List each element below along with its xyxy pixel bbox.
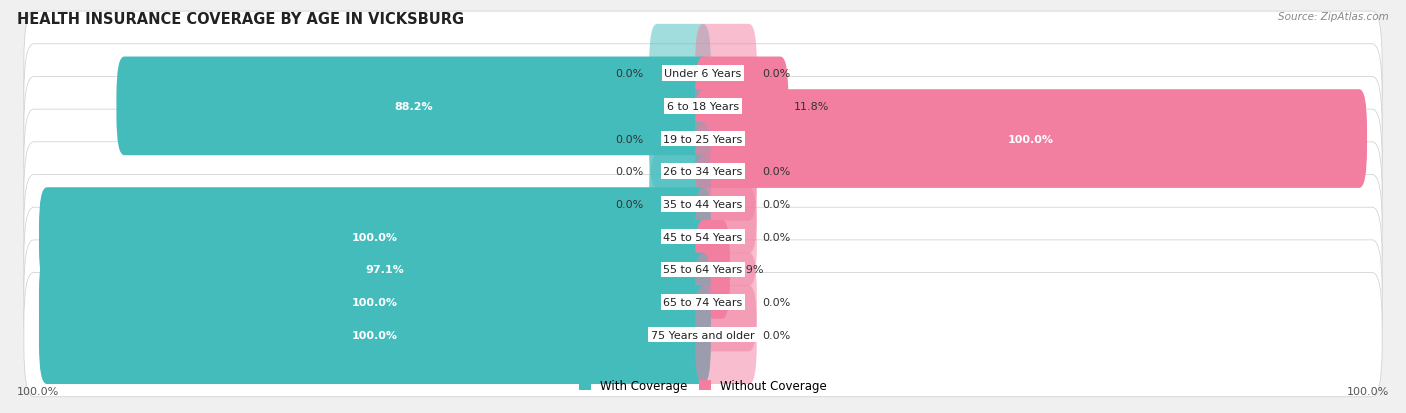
FancyBboxPatch shape — [650, 123, 711, 221]
FancyBboxPatch shape — [24, 175, 1382, 299]
Text: 0.0%: 0.0% — [616, 134, 644, 144]
Text: 26 to 34 Years: 26 to 34 Years — [664, 167, 742, 177]
FancyBboxPatch shape — [117, 57, 711, 156]
Text: 100.0%: 100.0% — [352, 232, 398, 242]
Text: 0.0%: 0.0% — [762, 232, 790, 242]
Legend: With Coverage, Without Coverage: With Coverage, Without Coverage — [574, 375, 832, 397]
FancyBboxPatch shape — [24, 273, 1382, 397]
Text: 35 to 44 Years: 35 to 44 Years — [664, 199, 742, 209]
FancyBboxPatch shape — [650, 155, 711, 254]
Text: 0.0%: 0.0% — [616, 167, 644, 177]
FancyBboxPatch shape — [24, 142, 1382, 266]
Text: 75 Years and older: 75 Years and older — [651, 330, 755, 340]
Text: 19 to 25 Years: 19 to 25 Years — [664, 134, 742, 144]
FancyBboxPatch shape — [695, 25, 756, 123]
Text: 0.0%: 0.0% — [762, 199, 790, 209]
Text: 0.0%: 0.0% — [616, 199, 644, 209]
FancyBboxPatch shape — [695, 286, 756, 384]
FancyBboxPatch shape — [695, 90, 1367, 188]
FancyBboxPatch shape — [24, 77, 1382, 201]
Text: 88.2%: 88.2% — [394, 102, 433, 112]
FancyBboxPatch shape — [650, 90, 711, 188]
Text: Under 6 Years: Under 6 Years — [665, 69, 741, 79]
FancyBboxPatch shape — [24, 110, 1382, 234]
FancyBboxPatch shape — [24, 45, 1382, 169]
FancyBboxPatch shape — [24, 12, 1382, 136]
Text: 0.0%: 0.0% — [616, 69, 644, 79]
FancyBboxPatch shape — [695, 123, 756, 221]
Text: 100.0%: 100.0% — [352, 297, 398, 307]
Text: 55 to 64 Years: 55 to 64 Years — [664, 265, 742, 275]
FancyBboxPatch shape — [695, 57, 789, 156]
Text: Source: ZipAtlas.com: Source: ZipAtlas.com — [1278, 12, 1389, 22]
Text: 100.0%: 100.0% — [1347, 387, 1389, 396]
FancyBboxPatch shape — [39, 286, 711, 384]
Text: 97.1%: 97.1% — [366, 265, 404, 275]
FancyBboxPatch shape — [650, 25, 711, 123]
Text: 0.0%: 0.0% — [762, 167, 790, 177]
Text: 100.0%: 100.0% — [17, 387, 59, 396]
FancyBboxPatch shape — [695, 155, 756, 254]
FancyBboxPatch shape — [39, 188, 711, 286]
Text: 100.0%: 100.0% — [352, 330, 398, 340]
Text: 65 to 74 Years: 65 to 74 Years — [664, 297, 742, 307]
FancyBboxPatch shape — [58, 221, 711, 319]
Text: 11.8%: 11.8% — [793, 102, 830, 112]
Text: 0.0%: 0.0% — [762, 69, 790, 79]
Text: 0.0%: 0.0% — [762, 330, 790, 340]
FancyBboxPatch shape — [24, 208, 1382, 332]
Text: 45 to 54 Years: 45 to 54 Years — [664, 232, 742, 242]
Text: HEALTH INSURANCE COVERAGE BY AGE IN VICKSBURG: HEALTH INSURANCE COVERAGE BY AGE IN VICK… — [17, 12, 464, 27]
FancyBboxPatch shape — [39, 253, 711, 351]
Text: 2.9%: 2.9% — [735, 265, 763, 275]
FancyBboxPatch shape — [695, 221, 730, 319]
Text: 0.0%: 0.0% — [762, 297, 790, 307]
Text: 100.0%: 100.0% — [1008, 134, 1054, 144]
Text: 6 to 18 Years: 6 to 18 Years — [666, 102, 740, 112]
FancyBboxPatch shape — [695, 253, 756, 351]
FancyBboxPatch shape — [695, 188, 756, 286]
FancyBboxPatch shape — [24, 240, 1382, 364]
